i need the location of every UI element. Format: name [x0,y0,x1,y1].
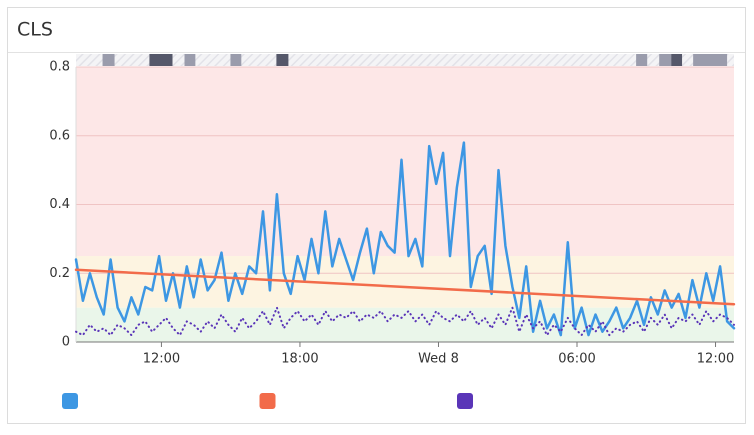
series-line [74,141,736,337]
x-tick-label: 12:00 [143,352,180,367]
threshold-band [76,67,734,257]
x-tick-label: 18:00 [281,352,318,367]
threshold-band [76,307,734,342]
x-tick-label: Wed 8 [418,352,459,367]
event-marker [659,54,672,66]
x-tick-label: 12:00 [697,352,734,367]
legend-swatch [457,393,473,409]
y-tick-label: 0 [62,335,70,350]
y-tick-label: 0.8 [49,60,70,75]
chart-title: CLS [17,19,53,41]
event-marker [102,54,115,66]
event-strip [76,54,734,66]
event-marker [693,54,728,66]
y-tick-label: 0.2 [49,266,70,281]
event-marker [184,54,196,66]
event-marker [276,54,289,66]
event-marker [230,54,242,66]
event-marker [149,54,173,66]
series-line [74,268,736,306]
y-tick-label: 0.6 [49,128,70,143]
series-line [75,306,735,337]
legend-swatch [62,393,78,409]
event-marker [671,54,683,66]
y-tick-label: 0.4 [49,197,70,212]
legend-swatch [259,393,276,409]
event-marker [636,54,648,66]
x-tick-label: 06:00 [558,352,595,367]
